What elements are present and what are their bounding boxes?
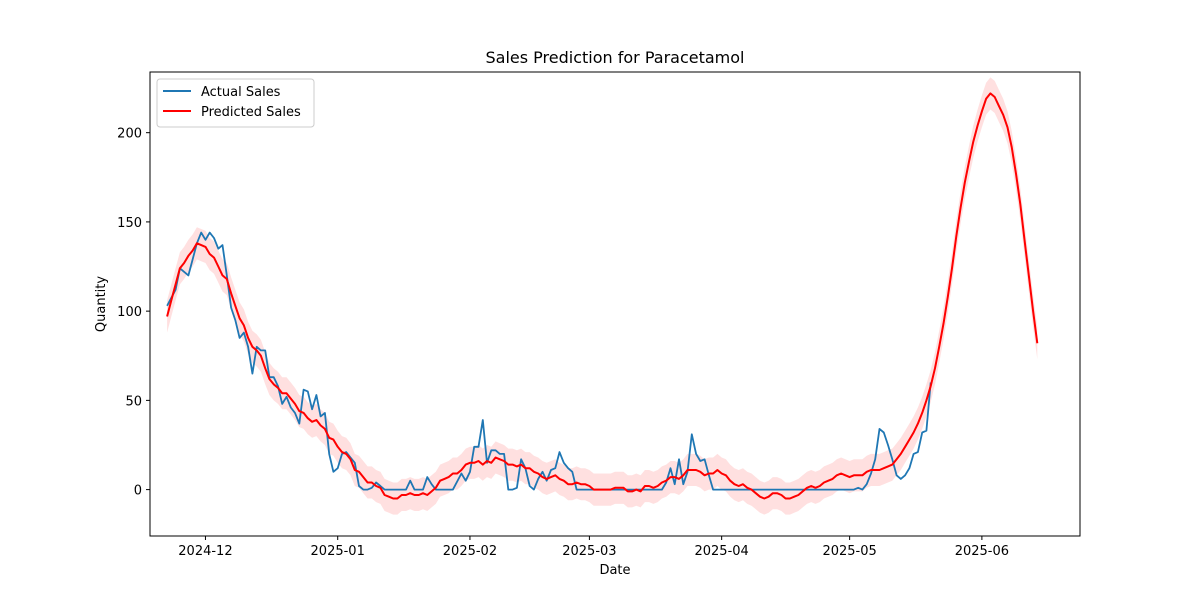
series-lines — [166, 92, 1039, 500]
x-tick-label: 2025-05 — [822, 544, 876, 559]
y-axis-label: Quantity — [94, 276, 109, 332]
series-line-1 — [166, 92, 1039, 500]
x-tick-label: 2025-03 — [562, 544, 616, 559]
legend-box — [156, 78, 315, 128]
y-tick-label: 200 — [117, 127, 142, 142]
y-tick-label: 0 — [134, 484, 142, 499]
legend-label-predicted: Predicted Sales — [201, 105, 301, 120]
x-tick-label: 2025-04 — [694, 544, 748, 559]
chart-title: Sales Prediction for Paracetamol — [486, 48, 745, 67]
y-tick-label: 150 — [117, 216, 142, 231]
x-tick-label: 2025-01 — [311, 544, 365, 559]
legend: Actual Sales Predicted Sales — [156, 78, 315, 128]
x-tick-label: 2024-12 — [178, 544, 232, 559]
x-axis-label: Date — [599, 563, 630, 578]
y-tick-label: 100 — [117, 305, 142, 320]
x-tick-label: 2025-02 — [443, 544, 497, 559]
x-axis-ticks: 2024-12 2025-01 2025-02 2025-03 2025-04 2025-… — [178, 536, 1009, 559]
x-tick-label: 2025-06 — [955, 544, 1009, 559]
legend-label-actual: Actual Sales — [201, 85, 281, 100]
y-tick-label: 50 — [125, 394, 142, 409]
plot-area-frame — [149, 71, 1081, 537]
y-axis-ticks: 0 50 100 150 200 — [117, 127, 150, 499]
